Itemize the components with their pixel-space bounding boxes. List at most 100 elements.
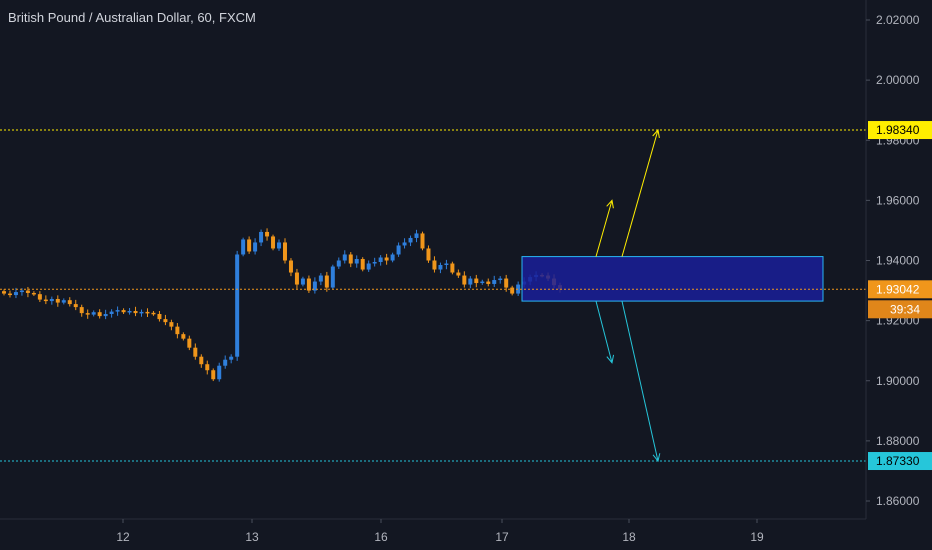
candle-body: [7, 293, 12, 296]
candle-body: [181, 334, 186, 339]
candle: [145, 308, 150, 318]
candle: [420, 231, 425, 251]
candle-body: [139, 311, 144, 314]
candle-body: [294, 272, 299, 285]
candle: [31, 291, 36, 296]
candle-body: [13, 292, 18, 296]
y-tick-label: 1.86000: [876, 494, 920, 508]
candle: [462, 271, 467, 288]
candle-body: [504, 278, 509, 288]
candle-body: [187, 338, 192, 348]
candle-body: [169, 322, 174, 327]
candle-body: [312, 281, 317, 291]
candle: [181, 332, 186, 341]
candle-body: [259, 231, 264, 243]
candle: [354, 255, 359, 268]
candle: [259, 229, 264, 247]
candle-body: [115, 310, 120, 312]
bullish-projection-arrow: [595, 199, 614, 257]
candle-body: [67, 300, 72, 305]
x-tick-label: 13: [245, 530, 259, 544]
candle-body: [163, 319, 168, 323]
y-tick-label: 2.02000: [876, 13, 920, 27]
candle-body: [205, 364, 210, 371]
candle: [67, 297, 72, 307]
candle-body: [426, 248, 431, 261]
candle-body: [199, 356, 204, 365]
range-box: [521, 256, 824, 302]
candle: [133, 306, 138, 317]
candle: [384, 253, 389, 265]
candle: [294, 268, 299, 289]
candle: [288, 258, 293, 277]
candle: [247, 236, 252, 254]
candle-body: [348, 254, 353, 264]
candle-body: [229, 356, 234, 360]
candle: [193, 343, 198, 360]
candle: [426, 245, 431, 263]
candle-body: [145, 311, 150, 314]
candle: [205, 360, 210, 375]
candle: [115, 306, 120, 316]
arrowhead: [652, 128, 660, 138]
candle: [300, 276, 305, 287]
candle: [342, 250, 347, 264]
candle-body: [157, 314, 162, 320]
candle-body: [241, 239, 246, 255]
candle-body: [450, 263, 455, 273]
candle-body: [390, 254, 395, 261]
candle: [265, 228, 270, 241]
candle-body: [366, 263, 371, 270]
candle: [43, 295, 48, 305]
y-tick-label: 1.88000: [876, 434, 920, 448]
arrow-shaft: [621, 300, 659, 462]
bearish-projection-arrow: [595, 300, 615, 364]
candle: [223, 355, 228, 369]
candle: [360, 257, 365, 272]
candle: [121, 308, 126, 315]
candle: [91, 310, 96, 317]
candle: [157, 311, 162, 322]
candle-body: [73, 304, 78, 308]
candle: [348, 252, 353, 268]
resistance-price-label-text: 1.98340: [876, 123, 920, 137]
candle: [456, 269, 461, 278]
candle-body: [121, 310, 126, 313]
support-projection-arrow: [621, 300, 661, 463]
candle: [277, 239, 282, 251]
candle-body: [336, 260, 341, 267]
y-tick-label: 1.96000: [876, 193, 920, 207]
support-price-label-bg: [868, 452, 932, 471]
candle-body: [378, 257, 383, 263]
candle-body: [372, 262, 377, 264]
candle-body: [414, 233, 419, 238]
candle: [336, 257, 341, 269]
candle-body: [235, 254, 240, 357]
candle: [109, 309, 114, 318]
candle-body: [438, 265, 443, 270]
arrow-shaft: [595, 300, 613, 363]
candle-body: [265, 231, 270, 237]
candle-body: [211, 370, 216, 380]
candle: [61, 298, 66, 305]
x-tick-label: 17: [495, 530, 509, 544]
candle: [199, 354, 204, 368]
candle: [516, 281, 521, 296]
candle: [498, 276, 503, 284]
candles-layer: [2, 228, 562, 382]
resistance-price-label: 1.98340: [868, 121, 932, 140]
candle: [151, 311, 156, 316]
y-tick-label: 2.00000: [876, 73, 920, 87]
candle: [486, 278, 491, 287]
candle: [408, 235, 413, 247]
candle: [127, 307, 132, 315]
arrow-shaft: [621, 129, 659, 257]
overlays-layer: [0, 128, 866, 463]
candle: [271, 234, 276, 251]
candle: [73, 299, 78, 311]
candle-body: [324, 275, 329, 288]
candle: [378, 255, 383, 266]
candle-body: [462, 275, 467, 285]
candle: [229, 354, 234, 364]
